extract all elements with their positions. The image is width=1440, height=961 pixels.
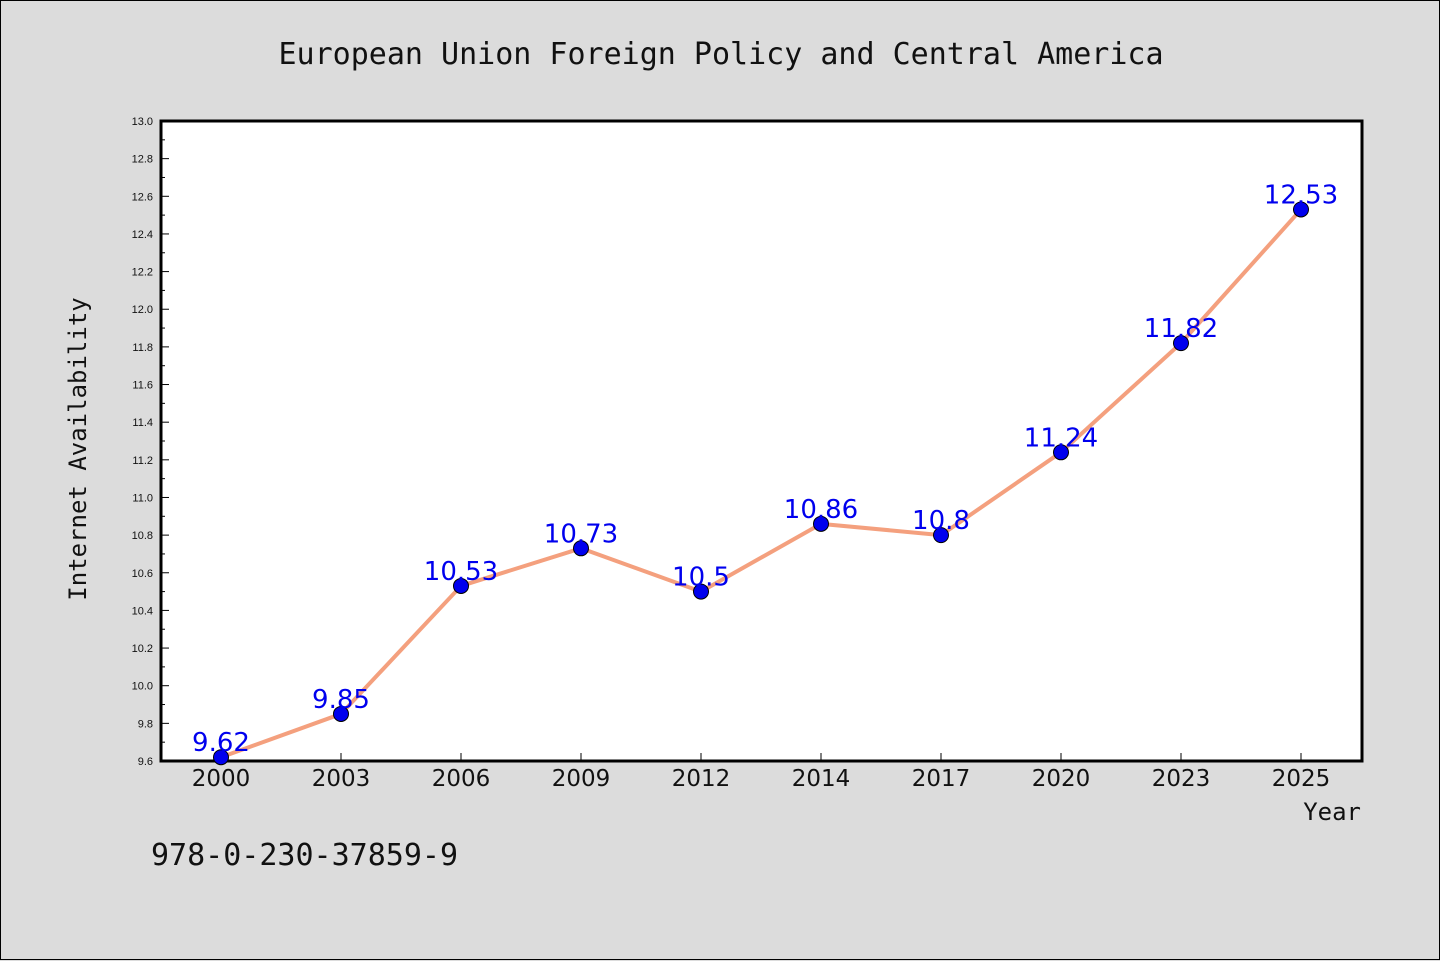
data-label: 10.5	[672, 563, 730, 593]
x-tick-label: 2020	[1032, 766, 1091, 792]
y-tick-label: 11.0	[132, 492, 153, 504]
data-point	[813, 515, 829, 532]
y-tick-label: 11.2	[132, 455, 153, 467]
data-point	[693, 583, 709, 600]
data-point	[1293, 201, 1309, 218]
data-label: 11.24	[1024, 423, 1098, 453]
y-tick-label: 12.6	[132, 191, 153, 203]
x-tick-label: 2006	[432, 766, 491, 792]
y-tick-label: 9.6	[138, 756, 153, 768]
data-label: 9.85	[312, 685, 370, 715]
x-tick-label: 2012	[672, 766, 731, 792]
chart-title: European Union Foreign Policy and Centra…	[278, 37, 1163, 72]
y-tick-label: 9.8	[138, 718, 153, 730]
data-label: 10.73	[544, 519, 618, 549]
y-axis-ticks: 9.6 9.8 10.0 10.2 10.4 10.6 10.8 11.0 11.2 11.4 11…	[132, 116, 169, 768]
data-point	[933, 527, 949, 544]
y-tick-label: 10.8	[132, 530, 153, 542]
x-tick-label: 2017	[912, 766, 971, 792]
data-label: 11.82	[1144, 314, 1218, 344]
data-point	[1173, 335, 1189, 352]
y-tick-label: 13.0	[132, 116, 153, 128]
x-tick-label: 2023	[1152, 766, 1211, 792]
x-tick-label: 2000	[192, 766, 251, 792]
y-tick-label: 11.8	[132, 342, 153, 354]
y-tick-label: 10.0	[132, 681, 153, 693]
data-point	[333, 705, 349, 722]
x-tick-label: 2014	[792, 766, 851, 792]
data-point	[1053, 444, 1069, 461]
x-axis-label: Year	[1303, 798, 1361, 826]
y-tick-label: 10.2	[132, 643, 153, 655]
y-tick-label: 12.0	[132, 304, 153, 316]
y-tick-label: 12.8	[132, 154, 153, 166]
x-tick-label: 2025	[1272, 766, 1331, 792]
y-tick-label: 12.4	[132, 229, 153, 241]
data-label: 10.8	[912, 506, 970, 536]
y-tick-label: 11.4	[132, 417, 153, 429]
data-label: 10.53	[424, 557, 498, 587]
y-tick-label: 10.6	[132, 568, 153, 580]
series-line	[220, 208, 1303, 760]
isbn-text: 978-0-230-37859-9	[151, 838, 458, 873]
data-series: 9.62 9.85 10.53 10.73 10.5 10.86 10.8 11.24 11.8…	[192, 180, 1338, 766]
x-tick-label: 2009	[552, 766, 611, 792]
y-tick-label: 11.6	[132, 380, 153, 392]
x-tick-label: 2003	[312, 766, 371, 792]
plot-area	[159, 119, 1364, 763]
data-label: 10.86	[784, 495, 858, 525]
data-label: 9.62	[192, 728, 250, 758]
y-axis-label: Internet Availability	[64, 297, 92, 600]
y-tick-label: 12.2	[132, 267, 153, 279]
data-point	[213, 749, 229, 766]
y-tick-label: 10.4	[132, 605, 153, 617]
data-point	[453, 577, 469, 594]
data-point	[573, 540, 589, 557]
x-axis-ticks: 2000 2003 2006 2009 2012 2014 2017 2020 2023 2025	[192, 753, 1331, 792]
data-label: 12.53	[1264, 180, 1338, 210]
